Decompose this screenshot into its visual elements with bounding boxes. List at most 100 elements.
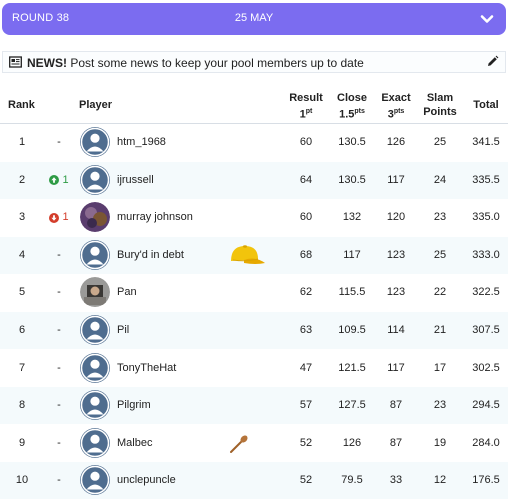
rank-change: - — [57, 136, 61, 148]
header-player[interactable]: Player — [79, 99, 113, 111]
close-cell: 130.5 — [338, 136, 366, 148]
arrow-up-circle-icon — [49, 175, 60, 186]
slam-cell: 23 — [433, 399, 447, 412]
close-cell: 127.5 — [338, 399, 366, 412]
rank-change: - — [57, 361, 61, 374]
table-row[interactable]: 10 - unclepuncle 52 79.5 33 12 176.5 — [0, 462, 508, 500]
table-row[interactable]: 8 - Pilgrim 57 127.5 87 23 294.5 — [0, 387, 508, 425]
news-message: NEWS! Post some news to keep your pool m… — [27, 56, 364, 70]
header-result[interactable]: Result 1pt — [284, 91, 328, 122]
header-exact-unit: pts — [393, 108, 405, 115]
avatar[interactable] — [80, 202, 110, 233]
player-name[interactable]: unclepuncle — [117, 474, 176, 487]
pencil-icon[interactable] — [486, 55, 499, 68]
table-row[interactable]: 5 - Pan 62 115.5 123 22 322.5 — [0, 274, 508, 311]
header-exact[interactable]: Exact 3pts — [376, 91, 416, 122]
header-rank[interactable]: Rank — [8, 99, 35, 111]
player-name[interactable]: Pilgrim — [117, 399, 151, 412]
header-total[interactable]: Total — [473, 99, 499, 111]
close-cell: 132 — [342, 211, 362, 224]
exact-cell: 120 — [386, 211, 406, 224]
table-row[interactable]: 2 1 ijrussell 64 130.5 117 24 335.5 — [0, 161, 508, 199]
news-heading: NEWS! — [27, 56, 67, 70]
slam-cell: 12 — [433, 474, 447, 487]
exact-cell: 117 — [387, 361, 405, 374]
avatar[interactable] — [80, 427, 110, 458]
result-cell: 47 — [299, 361, 313, 374]
slam-cell: 19 — [433, 436, 447, 449]
table-row[interactable]: 4 - Bury'd in debt 68 117 123 25 333.0 — [0, 236, 508, 274]
player-name[interactable]: htm_1968 — [117, 136, 166, 148]
news-banner: NEWS! Post some news to keep your pool m… — [2, 51, 506, 73]
header-exact-label: Exact — [381, 92, 411, 104]
player-name[interactable]: Bury'd in debt — [117, 248, 184, 261]
table-row[interactable]: 6 - Pil 63 109.5 114 21 307.5 — [0, 312, 508, 349]
avatar[interactable] — [80, 352, 110, 383]
total-cell: 176.5 — [472, 474, 500, 487]
chevron-down-icon[interactable] — [478, 10, 496, 28]
header-exact-value: 3 — [387, 108, 394, 121]
table-row[interactable]: 1 - htm_1968 60 130.5 126 25 341.5 — [0, 124, 508, 161]
yellow-cap-icon — [231, 245, 265, 264]
close-cell: 115.5 — [338, 286, 366, 299]
total-cell: 302.5 — [472, 361, 500, 374]
rank-change: 1 — [44, 211, 74, 224]
rank-cell: 8 — [18, 399, 26, 412]
header-result-value: 1 — [299, 108, 306, 121]
avatar[interactable] — [80, 239, 110, 270]
avatar[interactable] — [80, 315, 110, 345]
rank-cell: 2 — [18, 173, 26, 186]
avatar[interactable] — [80, 465, 110, 496]
rank-change-value: 1 — [62, 211, 69, 224]
player-name[interactable]: murray johnson — [117, 211, 193, 224]
avatar[interactable] — [80, 127, 110, 157]
player-name[interactable]: Pil — [117, 324, 130, 336]
player-name[interactable]: Malbec — [117, 436, 153, 449]
rank-cell: 1 — [18, 136, 26, 148]
avatar[interactable] — [80, 164, 110, 195]
table-row[interactable]: 9 - Malbec 52 126 87 19 284.0 — [0, 425, 508, 462]
round-selector[interactable]: ROUND 38 25 MAY — [2, 3, 506, 35]
result-cell: 60 — [299, 136, 313, 148]
header-close-value: 1.5 — [339, 108, 355, 121]
avatar[interactable] — [80, 390, 110, 421]
table-row[interactable]: 3 1 murray johnson 60 132 120 23 335.0 — [0, 199, 508, 236]
slam-cell: 25 — [433, 248, 447, 261]
total-cell: 341.5 — [472, 136, 500, 148]
rank-change: - — [57, 248, 61, 261]
total-cell: 284.0 — [472, 436, 500, 449]
avatar[interactable] — [80, 277, 110, 308]
exact-cell: 123 — [386, 248, 406, 261]
close-cell: 126 — [342, 436, 362, 449]
total-cell: 335.5 — [472, 173, 500, 186]
rank-cell: 4 — [18, 248, 26, 261]
header-slam-sub: Points — [423, 106, 457, 118]
round-date: 25 MAY — [234, 12, 274, 24]
slam-cell: 21 — [433, 324, 447, 336]
rank-change: - — [57, 474, 61, 487]
total-cell: 335.0 — [472, 211, 500, 224]
slam-cell: 24 — [433, 173, 447, 186]
player-name[interactable]: Pan — [117, 286, 137, 299]
exact-cell: 126 — [386, 136, 406, 148]
result-cell: 64 — [299, 173, 313, 186]
header-close[interactable]: Close 1.5pts — [332, 91, 372, 122]
close-cell: 121.5 — [338, 361, 366, 374]
slam-cell: 23 — [433, 211, 447, 224]
rank-change-value: 1 — [62, 173, 69, 186]
result-cell: 52 — [299, 474, 313, 487]
slam-cell: 25 — [433, 136, 447, 148]
header-close-label: Close — [337, 92, 367, 104]
header-close-unit: pts — [354, 108, 365, 115]
total-cell: 307.5 — [472, 324, 500, 336]
player-name[interactable]: ijrussell — [117, 173, 154, 186]
close-cell: 130.5 — [338, 173, 366, 186]
exact-cell: 87 — [389, 436, 403, 449]
result-cell: 63 — [299, 324, 313, 336]
player-name[interactable]: TonyTheHat — [117, 361, 177, 374]
header-slam[interactable]: Slam Points — [418, 91, 462, 119]
table-row[interactable]: 7 - TonyTheHat 47 121.5 117 17 302.5 — [0, 350, 508, 387]
exact-cell: 87 — [389, 399, 403, 412]
slam-cell: 22 — [433, 286, 447, 299]
rank-cell: 9 — [18, 436, 26, 449]
